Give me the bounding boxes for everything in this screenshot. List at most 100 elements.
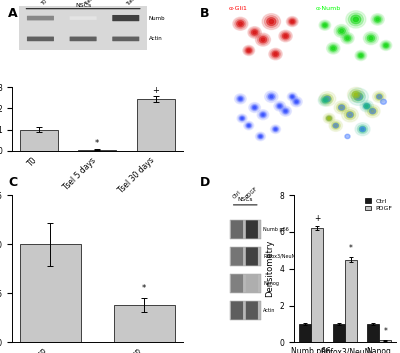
Circle shape [319, 20, 331, 30]
FancyBboxPatch shape [246, 220, 258, 239]
Circle shape [334, 24, 349, 37]
Text: B: B [200, 7, 210, 20]
Circle shape [353, 17, 358, 22]
Circle shape [269, 48, 282, 60]
Circle shape [340, 106, 343, 109]
Circle shape [326, 116, 332, 120]
FancyBboxPatch shape [112, 37, 139, 41]
Circle shape [346, 11, 366, 28]
Circle shape [342, 34, 352, 42]
Circle shape [295, 101, 298, 103]
Text: Actin: Actin [148, 36, 162, 41]
Circle shape [272, 126, 279, 132]
Circle shape [257, 35, 269, 44]
Text: +: + [314, 214, 320, 223]
Circle shape [365, 105, 368, 107]
Circle shape [358, 53, 364, 58]
Circle shape [323, 113, 335, 124]
Circle shape [245, 122, 252, 128]
Text: *: * [349, 245, 353, 253]
Circle shape [252, 105, 257, 110]
Circle shape [290, 97, 302, 107]
Circle shape [248, 125, 250, 126]
Text: Actin: Actin [263, 308, 275, 313]
Circle shape [363, 32, 378, 45]
Circle shape [365, 33, 376, 43]
Circle shape [325, 115, 333, 122]
Circle shape [365, 104, 380, 118]
Circle shape [320, 22, 329, 29]
Circle shape [267, 18, 276, 25]
Circle shape [367, 107, 378, 116]
Circle shape [333, 124, 338, 128]
Circle shape [270, 50, 280, 58]
Circle shape [328, 44, 338, 53]
Circle shape [354, 93, 358, 96]
Circle shape [244, 121, 254, 130]
Text: Hoechst: Hoechst [229, 82, 254, 86]
Circle shape [259, 36, 267, 43]
Circle shape [364, 103, 370, 109]
Circle shape [326, 116, 332, 121]
Circle shape [342, 108, 358, 122]
Circle shape [243, 46, 255, 55]
Circle shape [371, 14, 384, 25]
Circle shape [376, 18, 379, 21]
Circle shape [237, 114, 247, 123]
Circle shape [378, 96, 381, 98]
Circle shape [372, 91, 386, 102]
Circle shape [256, 132, 266, 141]
Circle shape [244, 47, 253, 54]
Circle shape [238, 115, 246, 121]
Circle shape [289, 94, 296, 100]
Circle shape [355, 123, 370, 136]
Text: Tsel 30 days: Tsel 30 days [126, 0, 150, 7]
Circle shape [338, 104, 345, 110]
Text: NSCs: NSCs [75, 3, 91, 8]
Circle shape [364, 103, 370, 109]
Text: *: * [142, 284, 146, 293]
Circle shape [346, 112, 354, 118]
Circle shape [326, 97, 329, 100]
Bar [137, 99, 175, 151]
Text: PDGF: PDGF [245, 186, 259, 200]
Circle shape [318, 95, 332, 106]
Bar [19, 6, 147, 50]
Circle shape [345, 134, 350, 139]
Circle shape [249, 102, 260, 113]
FancyBboxPatch shape [27, 37, 54, 41]
Circle shape [274, 101, 286, 111]
Circle shape [246, 124, 251, 127]
Circle shape [260, 113, 266, 117]
Text: Ctrl: Ctrl [232, 190, 242, 200]
Circle shape [290, 95, 294, 98]
Circle shape [334, 125, 337, 127]
Circle shape [291, 96, 293, 97]
Circle shape [355, 94, 362, 100]
Circle shape [359, 126, 366, 132]
Text: *: * [383, 327, 387, 336]
Circle shape [371, 110, 374, 113]
Circle shape [346, 37, 349, 40]
Text: C: C [8, 176, 17, 190]
Circle shape [238, 97, 243, 101]
Circle shape [250, 104, 259, 111]
Circle shape [350, 89, 362, 100]
FancyBboxPatch shape [246, 247, 258, 265]
Circle shape [340, 29, 344, 32]
Circle shape [289, 19, 295, 24]
Circle shape [322, 23, 328, 28]
Circle shape [380, 99, 386, 104]
Circle shape [274, 128, 276, 130]
Bar [311, 228, 323, 342]
Circle shape [334, 101, 349, 114]
Circle shape [348, 87, 364, 102]
Bar [20, 130, 58, 151]
Bar [230, 301, 262, 320]
Text: Merge: Merge [316, 82, 335, 86]
Circle shape [344, 110, 356, 120]
Circle shape [374, 92, 384, 101]
Circle shape [284, 35, 287, 37]
Circle shape [354, 93, 363, 101]
Circle shape [330, 46, 337, 51]
